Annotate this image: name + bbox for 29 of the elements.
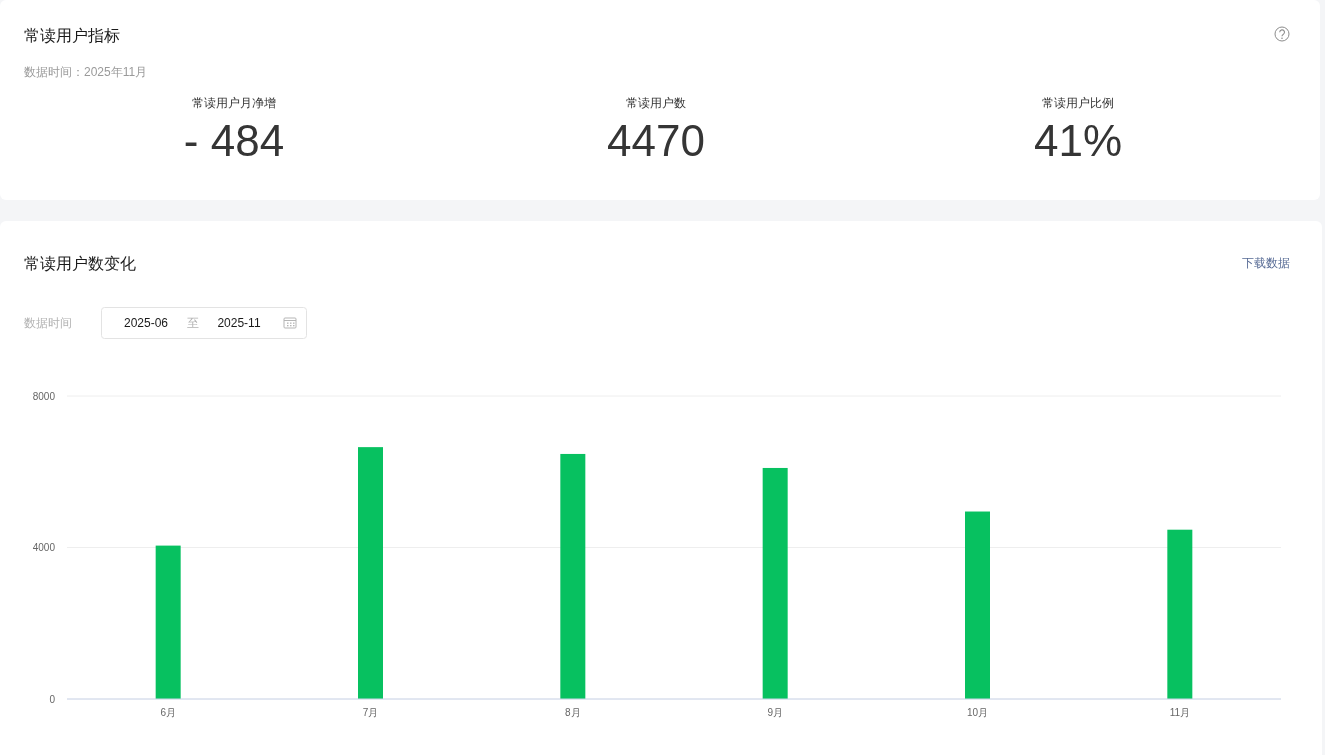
text: 数据时间：2025年11月 xyxy=(24,65,148,79)
y-tick-label: 4000 xyxy=(32,542,56,553)
bar xyxy=(155,545,181,699)
y-tick-label: 0 xyxy=(49,693,56,705)
x-tick-label: 8月 xyxy=(565,706,581,718)
x-tick-label: 9月 xyxy=(767,706,783,718)
text: 至 xyxy=(187,316,199,330)
text: - 484 xyxy=(183,115,285,165)
x-tick-label: 7月 xyxy=(362,706,379,718)
y-tick-label: 8000 xyxy=(32,390,56,402)
text: 2025-11 xyxy=(217,316,261,330)
text: 下载数据 xyxy=(1242,256,1290,270)
text: 数据时间 xyxy=(24,316,72,330)
bar xyxy=(965,511,990,699)
text: 常读用户月净增 xyxy=(192,96,276,110)
text: 常读用户指标 xyxy=(24,26,120,44)
text: 2025-06 xyxy=(123,316,169,330)
chart-title: 常读用户数变化 xyxy=(24,254,136,272)
text: 41% xyxy=(1033,115,1123,165)
text: 常读用户数 xyxy=(626,96,686,110)
x-tick-label: 6月 xyxy=(160,706,176,718)
bar xyxy=(1167,529,1193,699)
x-tick-label: 10月 xyxy=(966,706,989,718)
text: 4470 xyxy=(607,115,705,165)
text: 常读用户比例 xyxy=(1042,96,1114,110)
x-tick-label: 11月 xyxy=(1169,706,1191,718)
bar xyxy=(358,447,383,699)
bar xyxy=(762,467,788,699)
bar xyxy=(560,453,586,699)
